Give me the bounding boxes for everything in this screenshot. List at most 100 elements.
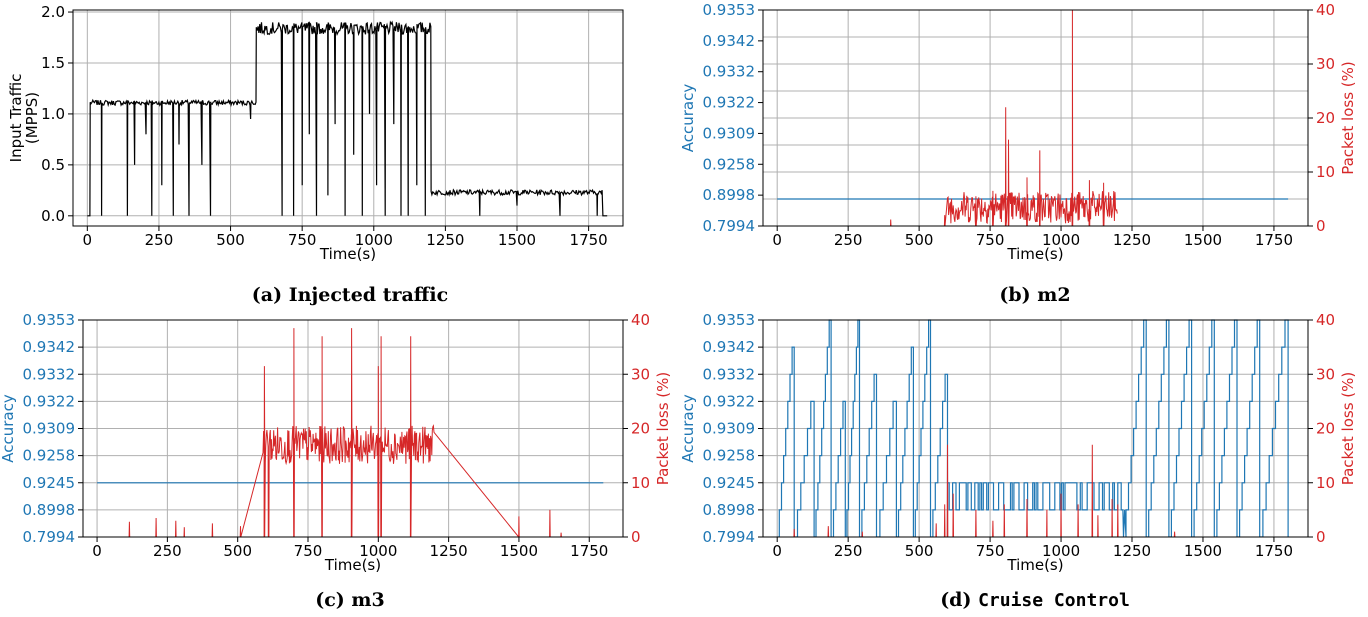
xtick-label-d-4: 1000 [1042, 542, 1080, 560]
ytick-left-label-d-4: 0.9309 [703, 420, 756, 438]
ytick-label-a-1: 0.5 [41, 156, 65, 174]
xtick-label-b-3: 750 [976, 231, 1005, 249]
ytick-right-label-b-1: 10 [1316, 163, 1335, 181]
ytick-left-label-c-5: 0.9322 [23, 392, 76, 410]
series-packet-loss-d [793, 444, 1176, 537]
ytick-left-label-b-3: 0.9309 [703, 124, 756, 142]
ytick-label-a-3: 1.5 [41, 54, 65, 72]
xtick-label-d-7: 1750 [1255, 542, 1293, 560]
xtick-label-c-4: 1000 [359, 542, 397, 560]
xtick-label-a-0: 0 [83, 231, 93, 249]
ylabel-left-c: Accuracy [0, 394, 17, 463]
xtick-label-d-0: 0 [772, 542, 782, 560]
ytick-right-label-b-3: 30 [1316, 55, 1335, 73]
panel-a-injected-traffic: 0 250 500 750 1000 1250 1500 1750 Time(s) 0.0 0.5 1… [7, 3, 624, 263]
ytick-right-label-c-4: 40 [631, 311, 650, 329]
ytick-right-label-d-3: 30 [1316, 365, 1335, 383]
panel-d-cruise-control: 0 250 500 750 1000 1250 1500 1750 Time(s) 0.7994 0… [679, 311, 1357, 574]
xtick-label-d-6: 1500 [1184, 542, 1222, 560]
xlabel-c: Time(s) [324, 556, 381, 574]
caption-a: (a) Injected traffic [252, 284, 448, 306]
ytick-right-label-b-4: 40 [1316, 1, 1335, 19]
series-accuracy-d [777, 319, 1289, 537]
xtick-label-d-5: 1250 [1113, 542, 1151, 560]
series-input-traffic [87, 20, 608, 217]
xtick-label-c-2: 500 [223, 542, 252, 560]
xtick-label-c-6: 1500 [500, 542, 538, 560]
xtick-label-a-7: 1750 [570, 231, 608, 249]
xtick-label-d-2: 500 [905, 542, 934, 560]
ytick-left-label-d-8: 0.9353 [703, 311, 756, 329]
ylabel-right-b: Packet loss (%) [1339, 61, 1357, 175]
xtick-label-c-5: 1250 [430, 542, 468, 560]
xtick-label-b-5: 1250 [1113, 231, 1151, 249]
xtick-label-a-5: 1250 [426, 231, 464, 249]
ytick-left-label-b-0: 0.7994 [703, 217, 756, 235]
ylabel-right-d: Packet loss (%) [1339, 372, 1357, 486]
ytick-left-label-b-1: 0.8998 [703, 186, 756, 204]
caption-c: (c) m3 [315, 589, 385, 611]
ylabel-right-c: Packet loss (%) [654, 372, 672, 486]
xtick-label-d-3: 750 [976, 542, 1005, 560]
ytick-label-a-2: 1.0 [41, 105, 65, 123]
ytick-right-label-d-4: 40 [1316, 311, 1335, 329]
xtick-label-a-6: 1500 [498, 231, 536, 249]
ytick-right-label-d-1: 10 [1316, 474, 1335, 492]
ytick-left-label-d-2: 0.9245 [703, 474, 756, 492]
ytick-left-label-d-5: 0.9322 [703, 392, 756, 410]
ytick-label-a-4: 2.0 [41, 3, 65, 21]
ytick-left-label-c-1: 0.8998 [23, 501, 76, 519]
xlabel-d: Time(s) [1006, 556, 1063, 574]
xtick-label-b-0: 0 [772, 231, 782, 249]
xtick-label-c-1: 250 [153, 542, 182, 560]
ylabel-left-b: Accuracy [679, 84, 697, 153]
caption-d-label: (d) [940, 589, 978, 611]
xtick-label-b-6: 1500 [1184, 231, 1222, 249]
ytick-left-label-b-5: 0.9332 [703, 63, 756, 81]
ytick-left-label-d-0: 0.7994 [703, 528, 756, 546]
ytick-left-label-c-7: 0.9342 [23, 338, 76, 356]
ylabel-a-line1: Input Traffic [7, 74, 25, 163]
ytick-left-label-c-8: 0.9353 [23, 311, 76, 329]
xtick-label-a-1: 250 [145, 231, 174, 249]
ytick-right-label-c-1: 10 [631, 474, 650, 492]
ytick-left-label-c-6: 0.9332 [23, 365, 76, 383]
caption-d-name: Cruise Control [978, 590, 1130, 611]
ytick-left-label-d-7: 0.9342 [703, 338, 756, 356]
ytick-left-label-b-7: 0.9353 [703, 1, 756, 19]
xtick-label-a-2: 500 [216, 231, 245, 249]
xlabel-a: Time(s) [319, 245, 376, 263]
xlabel-b: Time(s) [1006, 245, 1063, 263]
ytick-right-label-c-0: 0 [631, 528, 641, 546]
ytick-left-label-b-4: 0.9322 [703, 94, 756, 112]
ytick-right-label-d-0: 0 [1316, 528, 1326, 546]
caption-b: (b) m2 [999, 284, 1070, 306]
ytick-right-label-b-0: 0 [1316, 217, 1326, 235]
ytick-left-label-c-3: 0.9258 [23, 447, 76, 465]
panel-b-m2: 0 250 500 750 1000 1250 1500 1750 Time(s) 0.7994 0… [679, 1, 1357, 263]
ytick-left-label-b-2: 0.9258 [703, 155, 756, 173]
xtick-label-c-7: 1750 [570, 542, 608, 560]
xtick-label-c-0: 0 [92, 542, 102, 560]
xtick-label-d-1: 250 [834, 542, 863, 560]
series-packet-loss-b [890, 9, 1118, 226]
ytick-right-label-b-2: 20 [1316, 109, 1335, 127]
xtick-label-b-4: 1000 [1042, 231, 1080, 249]
ytick-right-label-c-2: 20 [631, 420, 650, 438]
ytick-left-label-d-6: 0.9332 [703, 365, 756, 383]
ytick-left-label-d-3: 0.9258 [703, 447, 756, 465]
xtick-label-b-1: 250 [834, 231, 863, 249]
xtick-label-c-3: 750 [294, 542, 323, 560]
ytick-right-label-c-3: 30 [631, 365, 650, 383]
ytick-left-label-c-0: 0.7994 [23, 528, 76, 546]
xtick-label-b-2: 500 [905, 231, 934, 249]
ytick-right-label-d-2: 20 [1316, 420, 1335, 438]
ytick-left-label-c-4: 0.9309 [23, 420, 76, 438]
ytick-label-a-0: 0.0 [41, 207, 65, 225]
ytick-left-label-b-6: 0.9342 [703, 32, 756, 50]
xtick-label-a-4: 1000 [355, 231, 393, 249]
caption-d: (d) Cruise Control [940, 589, 1130, 611]
xtick-label-a-3: 750 [288, 231, 317, 249]
ytick-left-label-d-1: 0.8998 [703, 501, 756, 519]
